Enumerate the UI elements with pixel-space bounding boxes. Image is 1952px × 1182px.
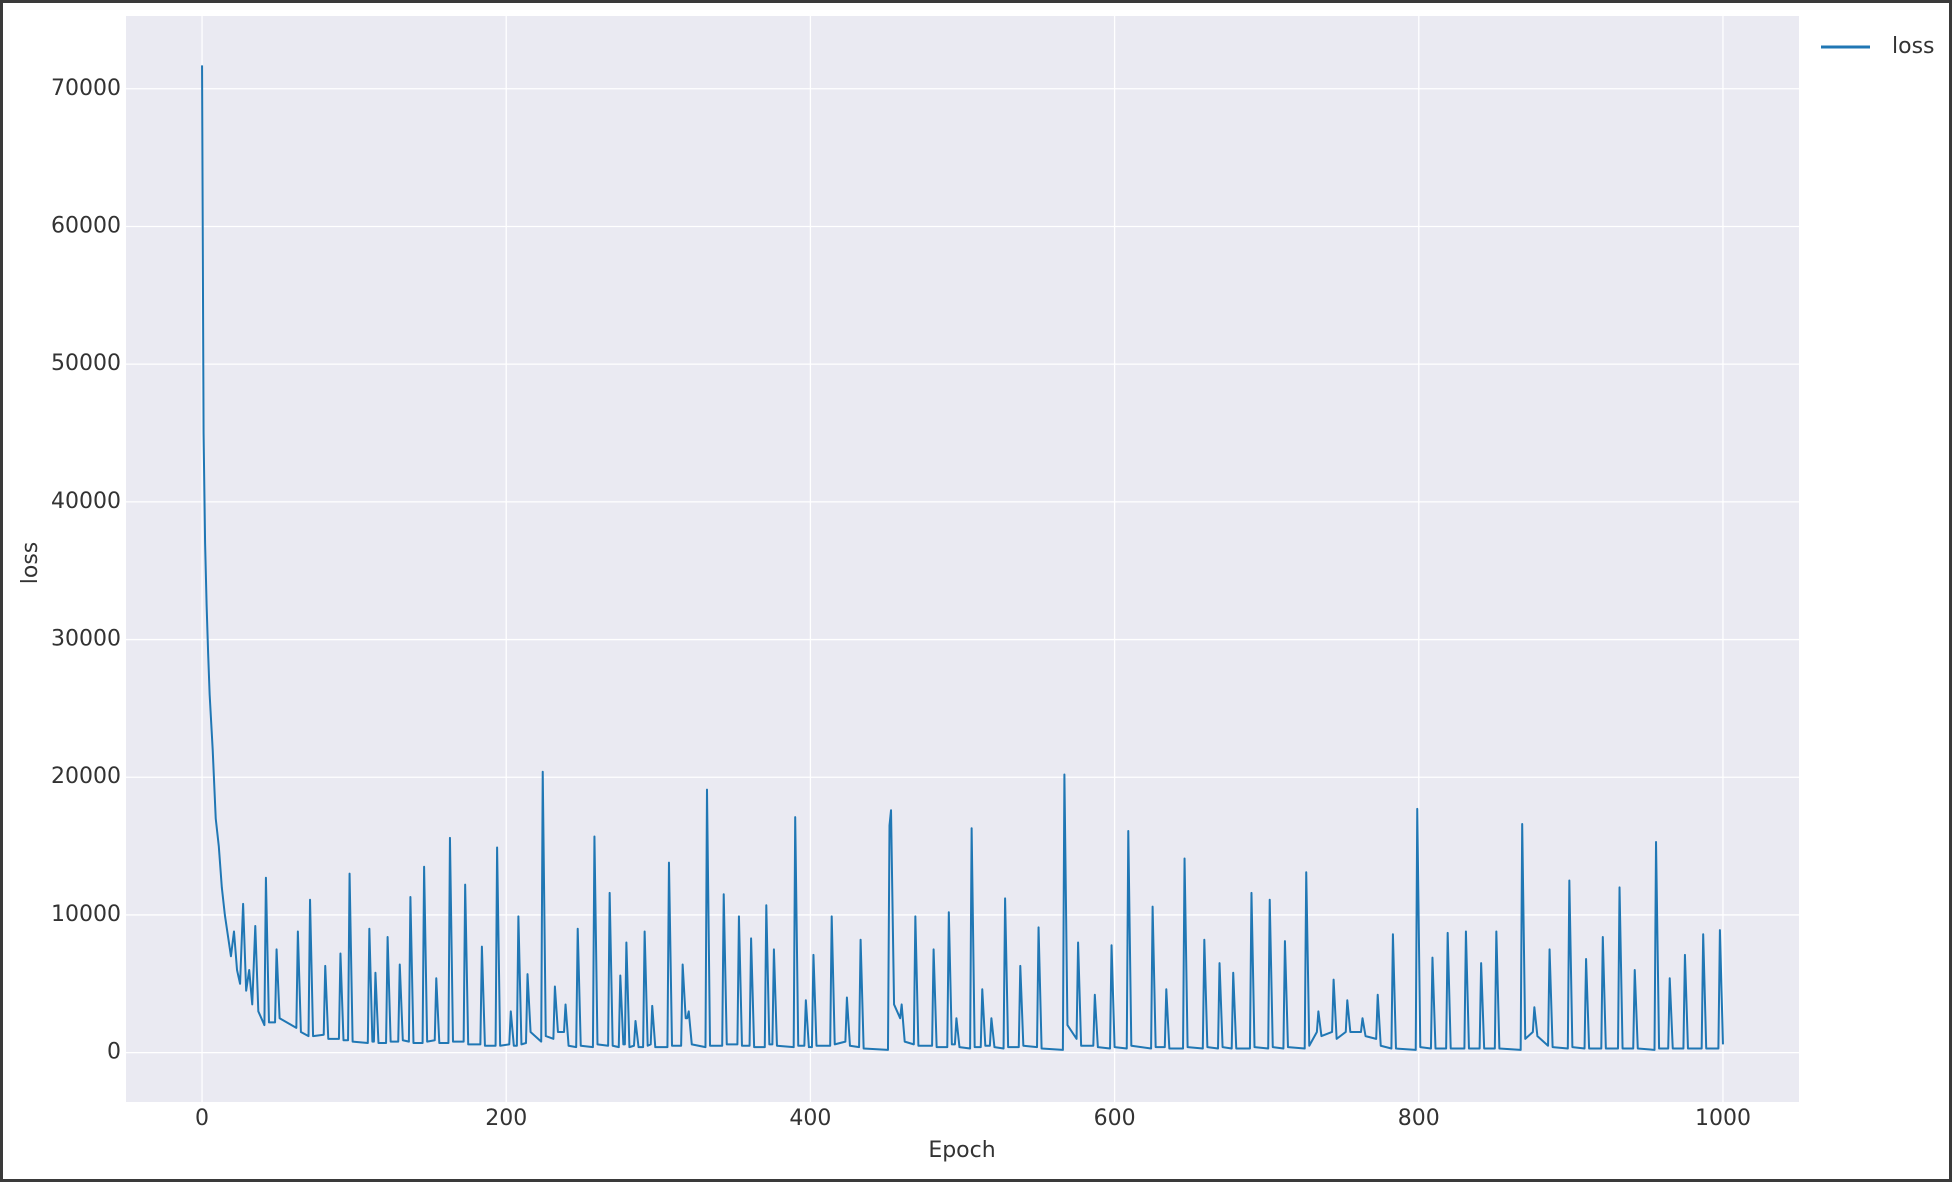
x-tick-label: 200 (485, 1106, 527, 1131)
y-tick-label: 40000 (51, 489, 121, 514)
marks (201, 65, 1724, 1051)
y-tick-label: 0 (107, 1040, 121, 1065)
legend-label: loss (1892, 34, 1935, 59)
x-axis-label: Epoch (928, 1138, 995, 1163)
plot-area (126, 16, 1799, 1102)
y-axis-label: loss (18, 542, 43, 585)
loss-line (201, 65, 1724, 1051)
x-tick-label: 1000 (1695, 1106, 1751, 1131)
x-tick-label: 400 (789, 1106, 831, 1131)
x-tick-label: 0 (195, 1106, 209, 1131)
y-tick-label: 60000 (51, 213, 121, 238)
y-tick-label: 10000 (51, 902, 121, 927)
y-tick-label: 70000 (51, 76, 121, 101)
x-tick-label: 600 (1094, 1106, 1136, 1131)
y-tick-label: 50000 (51, 351, 121, 376)
y-tick-label: 30000 (51, 627, 121, 652)
x-tick-label: 800 (1398, 1106, 1440, 1131)
y-tick-label: 20000 (51, 764, 121, 789)
